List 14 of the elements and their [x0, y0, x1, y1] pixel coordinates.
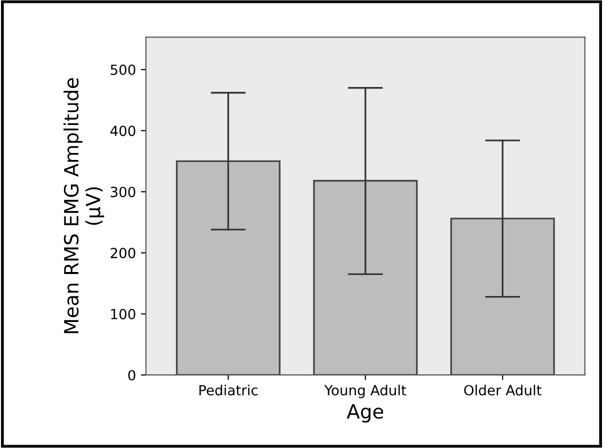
y-tick-label: 0 — [128, 370, 136, 380]
bar — [313, 180, 418, 375]
bar — [450, 218, 555, 375]
x-tick-label: Pediatric — [199, 384, 258, 396]
y-tick-label: 200 — [110, 248, 136, 258]
x-tick-label: Young Adult — [324, 384, 406, 398]
y-tick-label: 100 — [111, 308, 136, 320]
y-tick-label: 500 — [110, 64, 136, 76]
bar — [176, 160, 281, 375]
x-tick-label: Older Adult — [464, 384, 542, 396]
y-tick-label: 400 — [110, 126, 136, 136]
x-axis-title: Age — [346, 404, 384, 423]
y-tick-label: 300 — [110, 186, 136, 198]
y-axis-title: Mean RMS EMG Amplitude (μV) — [64, 78, 104, 334]
